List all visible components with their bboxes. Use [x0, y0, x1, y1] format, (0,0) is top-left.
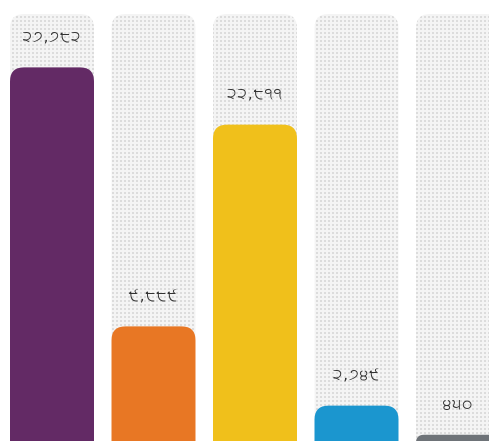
bar-track-5: [416, 14, 489, 443]
value-label-1: ੨੭,੭੮੨: [23, 27, 82, 45]
value-label-4: ੨,੭੪੯: [333, 366, 380, 384]
bar-4: [314, 405, 399, 443]
value-label-2: ੯,੮੮੯: [129, 286, 178, 304]
value-labels: ੨੭,੭੮੨ ੯,੮੮੯ ੨੨,੮੧੧ ੨,੭੪੯ ੪੫੦: [23, 27, 474, 413]
bar-5: [416, 434, 489, 443]
value-label-5: ੪੫੦: [443, 395, 474, 413]
bar-track-4: [314, 14, 399, 443]
bar-series: [10, 67, 489, 444]
bar-3: [213, 124, 297, 443]
bar-2: [111, 326, 196, 443]
bar-1: [10, 67, 94, 444]
value-label-3: ੨੨,੮੧੧: [227, 85, 283, 103]
